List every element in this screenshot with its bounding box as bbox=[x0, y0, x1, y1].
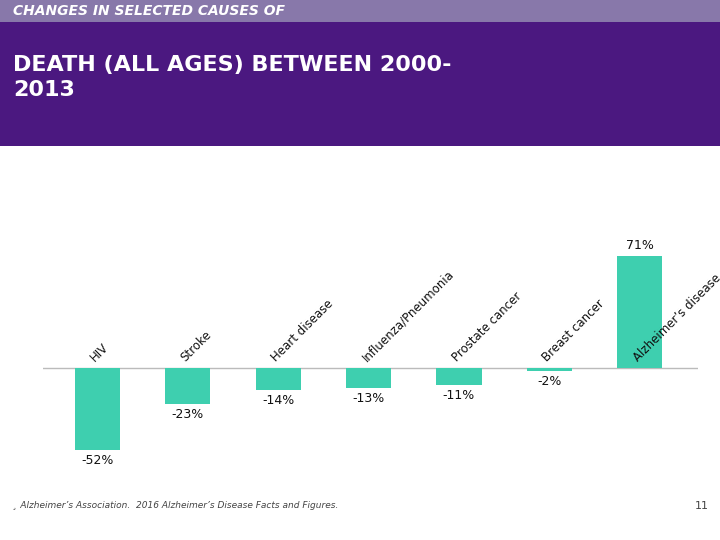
Text: -13%: -13% bbox=[352, 392, 384, 405]
Text: -52%: -52% bbox=[81, 454, 114, 467]
Text: Stroke: Stroke bbox=[179, 328, 215, 364]
Text: 71%: 71% bbox=[626, 239, 654, 252]
Text: DEATH (ALL AGES) BETWEEN 2000-
2013: DEATH (ALL AGES) BETWEEN 2000- 2013 bbox=[13, 55, 451, 100]
Text: Heart disease: Heart disease bbox=[269, 298, 336, 364]
Bar bbox=[346, 368, 391, 388]
Bar bbox=[436, 368, 482, 385]
Text: 11: 11 bbox=[696, 501, 709, 511]
Text: -2%: -2% bbox=[537, 375, 562, 388]
Bar bbox=[256, 368, 301, 390]
Text: -23%: -23% bbox=[171, 408, 204, 421]
Text: Breast cancer: Breast cancer bbox=[540, 298, 607, 364]
Text: HIV: HIV bbox=[89, 341, 112, 365]
Text: Alzheimer’s disease: Alzheimer’s disease bbox=[631, 272, 720, 364]
Text: Influenza/Pneumonia: Influenza/Pneumonia bbox=[359, 268, 456, 364]
Text: ¸ Alzheimer’s Association.  2016 Alzheimer’s Disease Facts and Figures.: ¸ Alzheimer’s Association. 2016 Alzheime… bbox=[13, 502, 338, 510]
Bar bbox=[75, 368, 120, 450]
Bar bbox=[165, 368, 210, 404]
Bar bbox=[527, 368, 572, 371]
Text: CHANGES IN SELECTED CAUSES OF: CHANGES IN SELECTED CAUSES OF bbox=[13, 4, 285, 18]
Bar bbox=[617, 255, 662, 368]
Text: Prostate cancer: Prostate cancer bbox=[450, 290, 524, 364]
Text: -14%: -14% bbox=[262, 394, 294, 407]
Text: -11%: -11% bbox=[443, 389, 475, 402]
